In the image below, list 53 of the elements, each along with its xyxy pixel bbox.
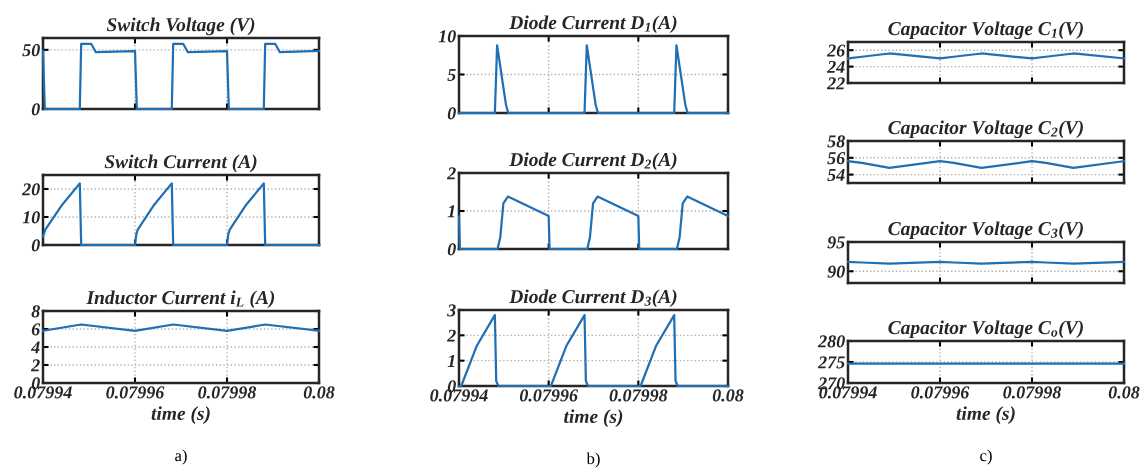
y-tick-label: 0	[447, 107, 456, 120]
chart-title: Capacitor Voltage C$_{3}$(V)	[888, 221, 1083, 240]
chart-title: Diode Current D$_{1}$(A)	[509, 15, 677, 34]
chart-title: Diode Current D$_{2}$(A)	[509, 152, 677, 171]
y-tick-label: 2	[446, 167, 456, 180]
y-tick-label: 280	[817, 335, 845, 348]
chart-title: Capacitor Voltage C$_{o}$(V)	[888, 320, 1083, 339]
y-tick-label: 20	[21, 183, 40, 196]
y-tick-label: 26	[826, 44, 846, 57]
x-tick-label: 0.07996	[106, 386, 165, 399]
text: b)	[586, 452, 600, 468]
y-tick-label: 10	[438, 30, 456, 43]
x-tick-label: 0.07998	[198, 386, 257, 399]
x-tick-label: 0.08	[1108, 386, 1140, 399]
chart-title: Inductor Current i$_{L}$ (A)	[86, 290, 275, 309]
x-axis-title: time (s)	[564, 409, 623, 427]
x-tick-label: 0.08	[303, 386, 335, 399]
x-tick-label: 0.07996	[519, 389, 579, 402]
chart-title: Switch Current (A)	[104, 154, 257, 173]
chart-title: Diode Current D$_{3}$(A)	[509, 289, 677, 308]
y-tick-label: 24	[826, 60, 845, 73]
y-tick-label: 8	[31, 305, 40, 318]
x-tick-label: 0.08	[712, 389, 744, 402]
y-tick-label: 1	[447, 355, 455, 367]
chart-title: Capacitor Voltage C$_{2}$(V)	[888, 120, 1083, 139]
y-tick-label: 50	[22, 44, 40, 57]
y-tick-label: 1	[447, 205, 455, 218]
y-tick-label: 0	[447, 243, 456, 256]
y-tick-label: 6	[31, 323, 41, 336]
y-tick-label: 54	[827, 168, 845, 182]
text: a)	[175, 449, 187, 465]
y-tick-label: 56	[827, 152, 846, 165]
y-tick-label: 22	[826, 77, 845, 90]
y-tick-label: 95	[827, 236, 845, 249]
y-tick-label: 4	[30, 341, 40, 354]
y-tick-label: 2	[30, 359, 40, 372]
x-tick-label: 0.07998	[609, 389, 668, 402]
y-tick-label: 275	[817, 356, 845, 369]
y-tick-label: 10	[22, 211, 40, 224]
x-axis-title: time (s)	[956, 406, 1015, 424]
x-tick-label: 0.07996	[911, 386, 970, 399]
x-tick-label: 0.07998	[1003, 386, 1062, 399]
x-axis-title: time (s)	[151, 406, 210, 424]
y-tick-label: 5	[447, 68, 456, 81]
y-tick-label: 0	[31, 103, 40, 116]
y-tick-label: 58	[827, 135, 845, 148]
chart-title: Switch Voltage (V)	[106, 17, 255, 36]
y-tick-label: 2	[446, 329, 456, 342]
y-tick-label: 90	[827, 265, 845, 278]
y-tick-label: 3	[447, 304, 456, 317]
chart-title: Capacitor Voltage C$_{1}$(V)	[888, 21, 1083, 40]
text: c)	[980, 449, 992, 465]
y-tick-label: 0	[31, 239, 40, 252]
